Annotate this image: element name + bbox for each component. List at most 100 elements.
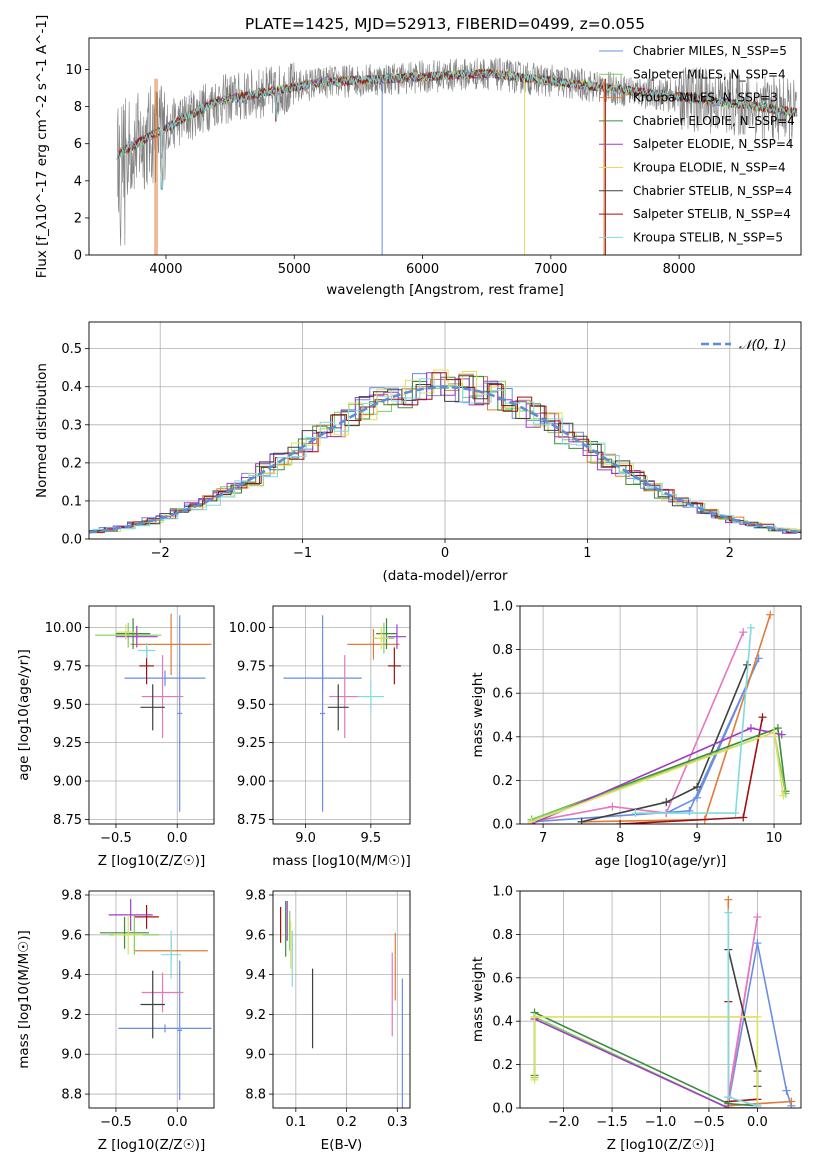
plus-marker: [530, 1012, 539, 1021]
plus-marker: [608, 802, 617, 811]
plus-marker: [787, 1097, 796, 1106]
plus-marker: [746, 623, 755, 632]
x-tick-label: 5000: [278, 262, 311, 277]
plus-marker: [724, 895, 733, 904]
error-bar-point: [140, 970, 165, 1039]
error-bar-point: [138, 642, 156, 659]
x-tick-label: 0.3: [387, 1115, 408, 1130]
y-tick-label: 0.0: [492, 818, 513, 833]
y-tick-label: 9.4: [61, 968, 82, 983]
error-bar-point: [115, 618, 151, 649]
x-tick-label: −2: [151, 546, 170, 561]
age_vs_mass-frame: [272, 605, 411, 825]
error-bar-point: [140, 684, 165, 731]
y-tick-label: 1.0: [492, 885, 513, 900]
y-tick-label: 0.8: [492, 928, 513, 943]
plus-marker: [753, 939, 762, 948]
x-tick-label: −1.0: [645, 1115, 677, 1130]
y-tick-label: 9.25: [237, 736, 266, 751]
mass_weight_vs_age-ylabel: mass weight: [470, 672, 486, 757]
x-tick-label: −0.5: [100, 1115, 132, 1130]
plus-marker: [753, 1012, 762, 1021]
y-tick-label: 9.25: [53, 736, 82, 751]
x-tick-label: −2.0: [548, 1115, 580, 1130]
age_vs_mass-plot-area: [283, 615, 407, 812]
plus-marker: [616, 820, 625, 824]
mass-weight-line: [533, 1011, 758, 1107]
x-tick-label: 7: [539, 831, 547, 846]
y-tick-label: 8.75: [237, 813, 266, 828]
y-tick-label: 0.4: [492, 1015, 513, 1030]
x-tick-label: 8: [616, 831, 624, 846]
error-bar-point: [115, 625, 158, 648]
age_vs_Z-axes: −0.5 0.0 8.75 9.00 9.25 9.50 9.75 10.00: [45, 606, 214, 846]
mass-weight-line: [581, 664, 748, 823]
y-tick-label: 9.00: [237, 775, 266, 790]
error-bar-point: [100, 916, 150, 949]
y-tick-label: 8.8: [245, 1088, 266, 1103]
mass_vs_Z-axes: −0.5 0.0 8.8 9.0 9.2 9.4 9.6 9.8: [61, 888, 214, 1130]
y-tick-label: 0.1: [61, 494, 82, 509]
plus-marker: [693, 782, 702, 791]
x-tick-label: 9: [693, 831, 701, 846]
plus-marker: [731, 809, 740, 818]
residuals-ylabel: Normed distribution: [34, 363, 50, 498]
plus-marker: [773, 724, 782, 733]
x-tick-label: 0.2: [336, 1115, 357, 1130]
spectrum-title: PLATE=1425, MJD=52913, FIBERID=0499, z=0…: [245, 15, 645, 33]
error-bar-point: [113, 914, 143, 955]
plus-marker: [782, 1086, 791, 1095]
age_vs_mass-axes: 9.0 9.5 8.75 9.00 9.25 9.50 9.75 10.00: [229, 606, 410, 846]
legend-entry: Salpeter ELODIE, N_SSP=4: [633, 137, 794, 151]
y-tick-label: 9.50: [53, 698, 82, 713]
x-tick-label: 9.0: [295, 831, 316, 846]
plus-marker: [770, 728, 779, 737]
spectrum-legend: Chabrier MILES, N_SSP=5 Salpeter MILES, N…: [599, 44, 795, 244]
plus-marker: [746, 724, 755, 733]
error-bar-point: [387, 647, 401, 685]
plus-marker: [753, 1101, 762, 1108]
y-tick-label: 0.6: [492, 687, 513, 702]
model-spectrum-line: [116, 68, 798, 190]
legend-entry: Kroupa ELODIE, N_SSP=4: [633, 161, 786, 175]
mass-weight-line: [531, 631, 745, 823]
age_vs_Z-xlabel: Z [log10(Z/Z☉)]: [98, 853, 206, 869]
plus-marker: [724, 908, 733, 917]
error-bar-point: [376, 618, 397, 649]
error-bar-point: [347, 629, 400, 660]
mass_vs_Z-ylabel: mass [log10(M/M☉)]: [16, 930, 32, 1069]
age_vs_Z-ylabel: age [log10(age/yr)]: [16, 649, 32, 781]
mass_vs_Z-xlabel: Z [log10(Z/Z☉)]: [98, 1137, 206, 1153]
plus-marker: [662, 798, 671, 807]
y-tick-label: 10.00: [45, 621, 82, 636]
y-tick-label: 9.0: [61, 1048, 82, 1063]
mass_weight_vs_age-xlabel: age [log10(age/yr)]: [595, 853, 727, 869]
mass_vs_Z-plot-area: [100, 898, 212, 1101]
y-tick-label: 0.3: [61, 418, 82, 433]
error-bar-point: [134, 904, 159, 929]
y-tick-label: 9.50: [237, 698, 266, 713]
y-tick-label: 8.75: [53, 813, 82, 828]
residuals-plot-area: [89, 369, 801, 534]
mass-weight-line: [533, 1016, 759, 1106]
error-bar-point: [327, 684, 349, 731]
residuals-legend: 𝒩(0, 1): [701, 338, 786, 353]
residuals-xlabel: (data-model)/error: [382, 568, 508, 584]
age_vs_Z-frame: [88, 605, 215, 825]
residual-histogram: [92, 378, 801, 532]
legend-entry: Chabrier STELIB, N_SSP=4: [633, 184, 792, 198]
y-tick-label: 0.8: [492, 643, 513, 658]
x-tick-label: −1: [293, 546, 312, 561]
y-tick-label: 0.4: [492, 730, 513, 745]
y-tick-label: 0.0: [492, 1102, 513, 1117]
error-bar-point: [177, 960, 183, 1101]
error-bar-point: [115, 624, 136, 640]
plus-marker: [724, 1104, 733, 1108]
mass_vs_ebv-axes: 0.1 0.2 0.3 8.8 9.0 9.2 9.4 9.6 9.8: [245, 888, 410, 1130]
y-tick-label: 6: [74, 137, 82, 152]
spectrum-xlabel: wavelength [Angstrom, rest frame]: [326, 282, 564, 298]
error-bar-point: [357, 681, 384, 712]
plus-marker: [766, 610, 775, 619]
y-tick-label: 0.4: [61, 380, 82, 395]
